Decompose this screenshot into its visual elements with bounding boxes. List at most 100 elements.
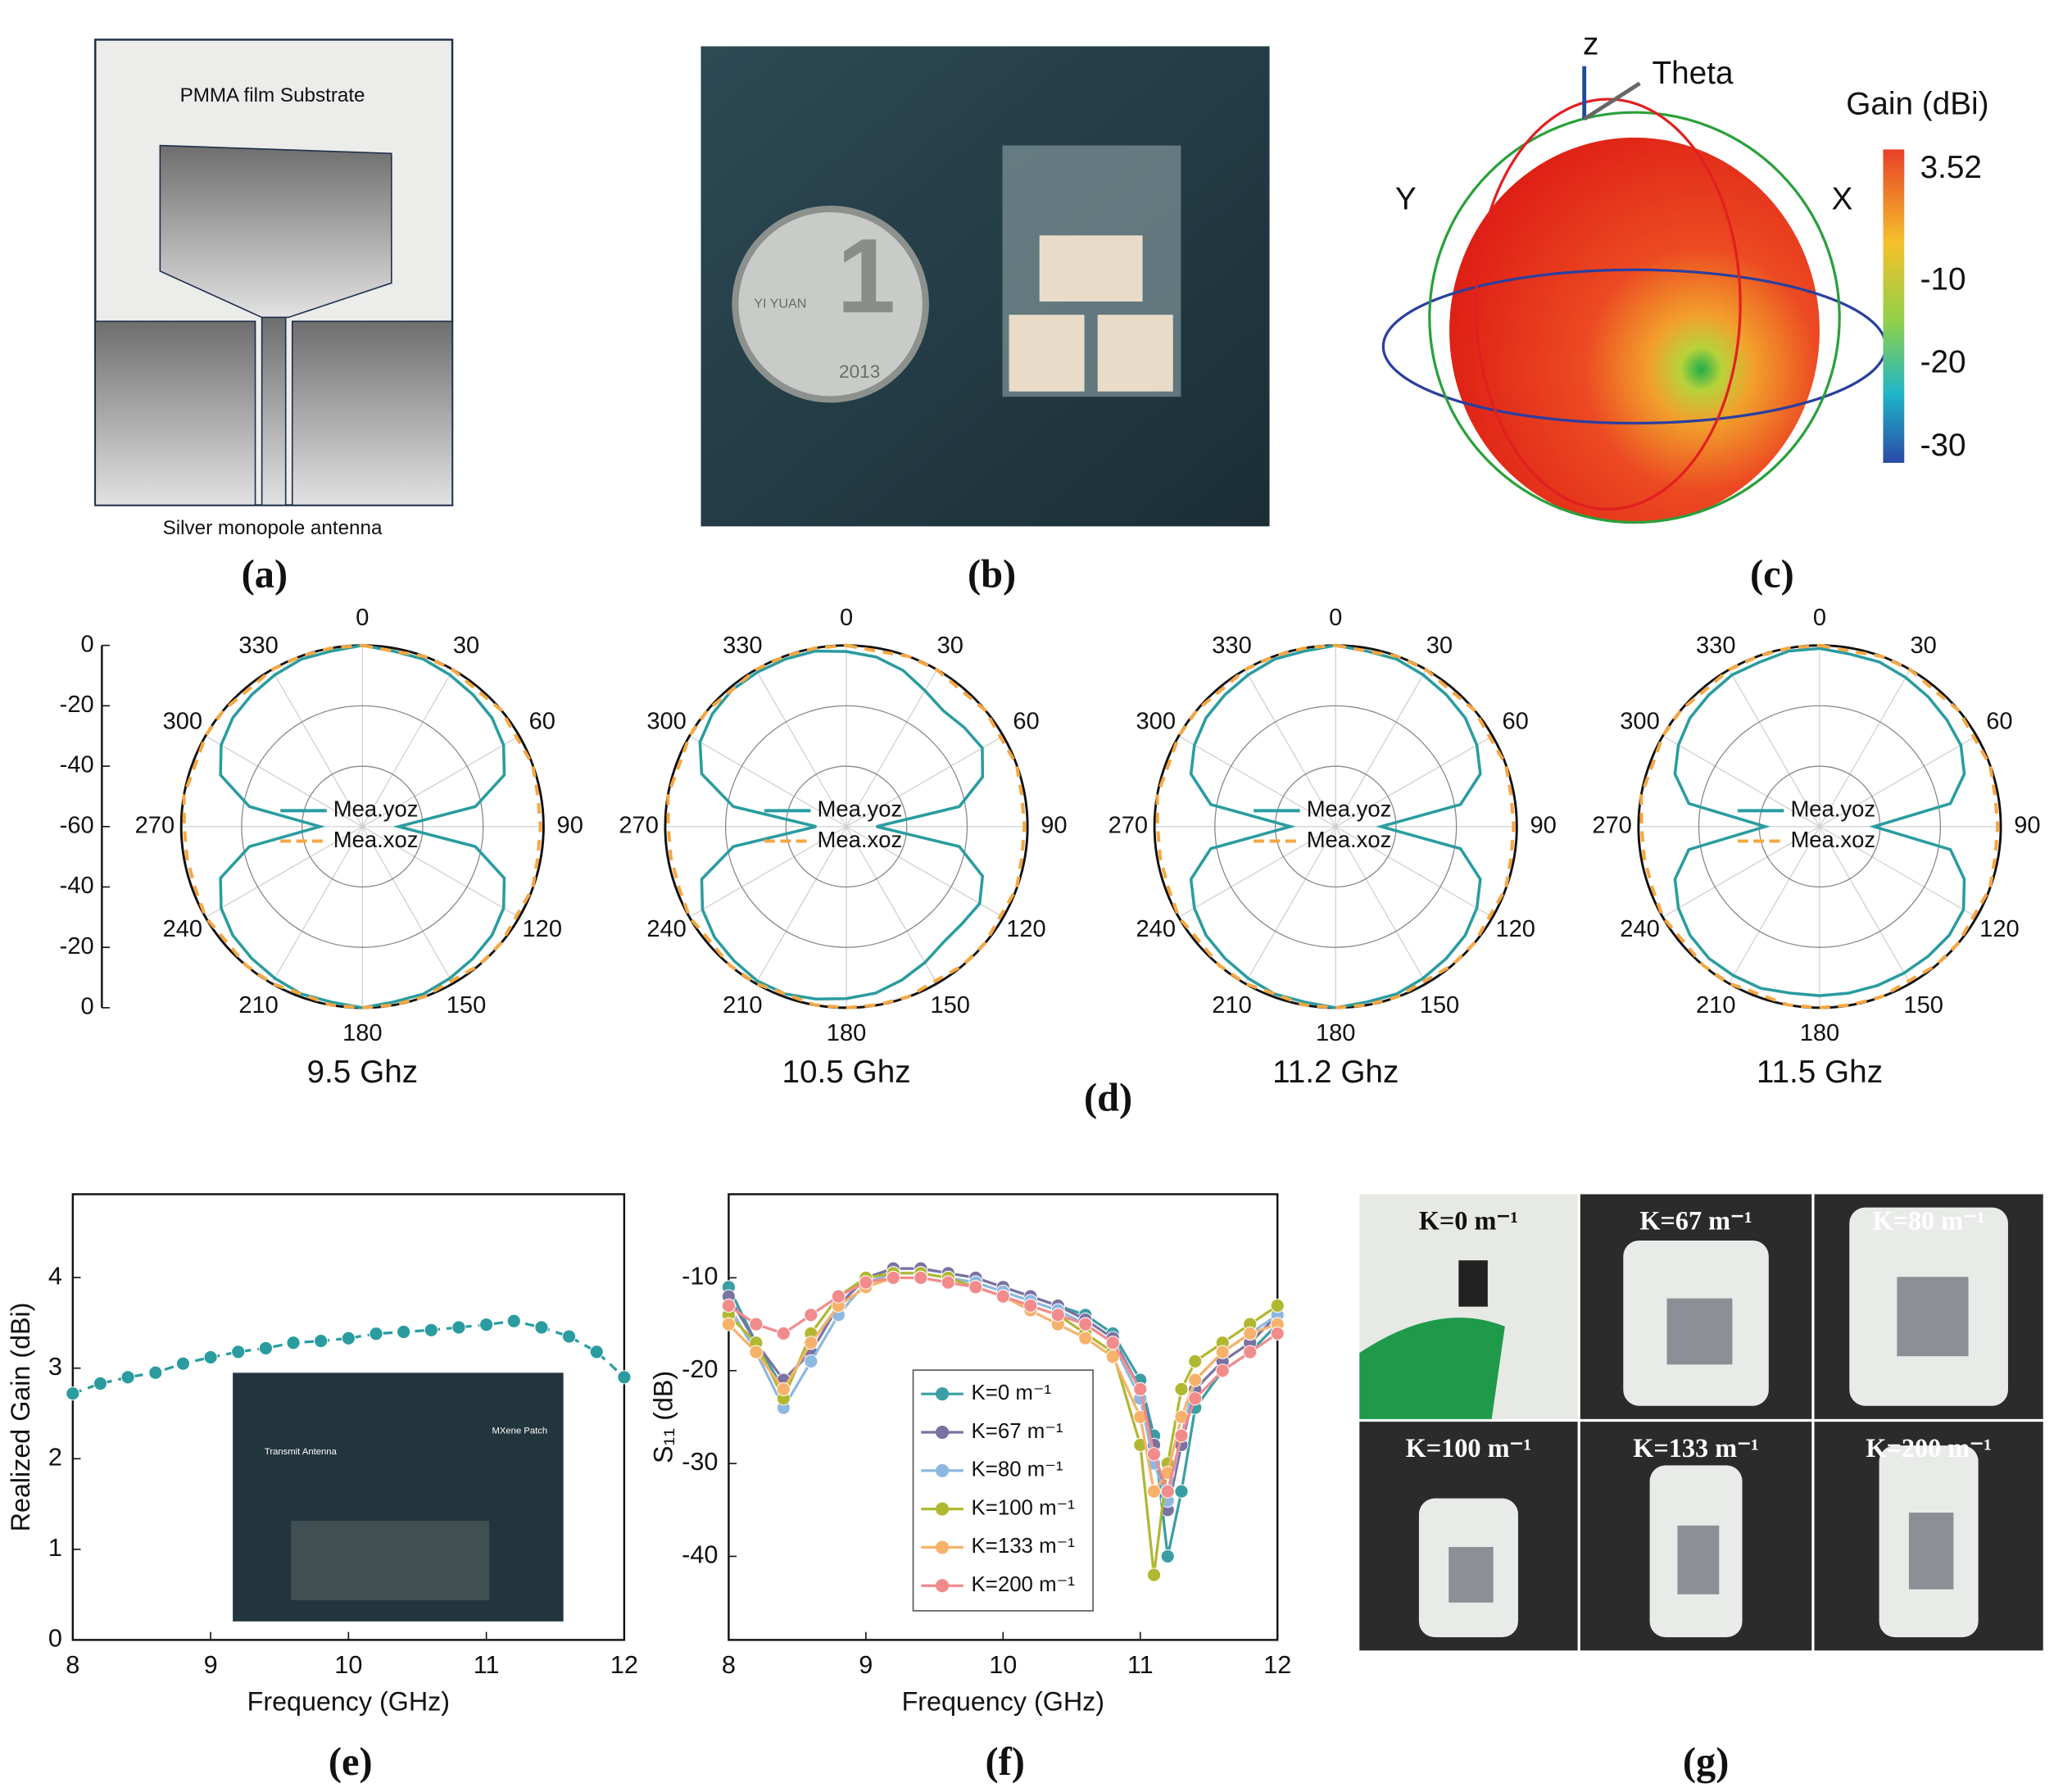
x-axis-label: Frequency (GHz)	[902, 1686, 1104, 1716]
data-point	[1188, 1354, 1203, 1368]
y-axis-label: S₁₁ (dB)	[648, 1371, 678, 1463]
antenna-sample	[1897, 1277, 1969, 1357]
ground-left	[94, 320, 256, 506]
angle-label: 300	[1136, 709, 1176, 735]
spoke	[205, 826, 363, 918]
x-tick-label: 11	[1127, 1651, 1154, 1679]
data-point	[968, 1280, 983, 1295]
data-point	[721, 1317, 736, 1332]
legend-label: K=80 m⁻¹	[972, 1459, 1063, 1481]
angle-label: 240	[646, 916, 686, 942]
data-point	[562, 1329, 577, 1344]
spoke	[361, 735, 520, 828]
legend-marker	[935, 1463, 950, 1477]
data-point	[66, 1386, 80, 1401]
photo-label: K=80 m⁻¹	[1872, 1205, 1984, 1235]
angle-label: 210	[1696, 992, 1735, 1018]
spoke	[846, 826, 1004, 918]
x-tick-label: 8	[66, 1651, 79, 1679]
data-point	[1160, 1549, 1175, 1563]
spoke	[1178, 735, 1336, 828]
x-tick-label: 10	[334, 1651, 362, 1679]
series-line	[698, 649, 985, 1001]
legend-marker	[935, 1425, 950, 1440]
angle-label: 150	[1420, 992, 1459, 1018]
y-tick-label: -40	[682, 1540, 718, 1568]
data-point	[589, 1345, 604, 1359]
angle-label: 30	[937, 633, 963, 659]
angle-label: 30	[1426, 633, 1453, 659]
spoke	[755, 826, 847, 984]
radial-grid	[785, 765, 908, 888]
data-point	[314, 1334, 329, 1349]
panel-label: (g)	[1683, 1740, 1729, 1784]
angle-label: 210	[723, 992, 762, 1018]
data-point	[1160, 1484, 1175, 1499]
data-point	[534, 1320, 549, 1335]
antenna-sample	[1666, 1298, 1733, 1365]
data-point	[1243, 1345, 1258, 1359]
radial-grid	[1274, 765, 1397, 888]
legend-marker	[935, 1502, 950, 1516]
angle-label: 210	[1212, 992, 1251, 1018]
data-point	[617, 1370, 632, 1385]
spoke	[361, 669, 454, 828]
angle-label: 300	[1620, 709, 1659, 735]
data-point	[286, 1336, 301, 1350]
angle-label: 270	[1592, 812, 1631, 838]
data-point	[1215, 1345, 1230, 1359]
spoke	[271, 826, 363, 984]
glove	[1359, 1318, 1505, 1419]
angle-label: 60	[1986, 709, 2012, 735]
inset-floor	[291, 1521, 490, 1600]
angle-label: 300	[646, 709, 686, 735]
series-line	[182, 643, 542, 1009]
x-tick-label: 12	[1263, 1651, 1291, 1679]
data-point	[749, 1317, 764, 1332]
photo-ground	[1097, 315, 1173, 392]
legend-label: K=200 m⁻¹	[972, 1573, 1076, 1596]
spoke	[1662, 826, 1820, 918]
polar-chart: 0 30 60 90 120 150 180 210 240 270 300 330 Mea.yoz Me…	[619, 605, 1067, 1090]
radial-grid	[1698, 705, 1942, 948]
y-tick-label: 4	[48, 1262, 62, 1290]
radial-axis-label: -40	[60, 752, 94, 778]
angle-label: 240	[1620, 916, 1659, 942]
photo-grid: K=0 m⁻¹ K=67 m⁻¹ K=80 m⁻¹ K=100 m⁻¹ K=133 m⁻…	[1359, 1194, 2043, 1651]
spoke	[1819, 826, 1911, 984]
data-point	[941, 1275, 955, 1290]
spoke	[689, 735, 847, 828]
angle-label: 330	[1212, 633, 1251, 659]
inset-label: Transmit Antenna	[265, 1447, 338, 1457]
y-tick-label: -10	[682, 1263, 718, 1291]
angle-label: 30	[453, 633, 479, 659]
line-chart: 8 9 10 11 12 -10 -20 -30 -40 Frequency (GHz) S₁₁ (…	[648, 1193, 1291, 1716]
angle-label: 330	[723, 633, 762, 659]
data-point	[258, 1341, 273, 1355]
spoke	[1245, 826, 1336, 984]
x-axis-label: Frequency (GHz)	[247, 1686, 450, 1716]
radial-grid	[1214, 705, 1458, 948]
angle-label: 120	[1006, 916, 1045, 942]
axis-label: X	[1831, 182, 1852, 217]
angle-label: 210	[238, 992, 278, 1018]
data-point	[93, 1376, 108, 1391]
legend-marker	[935, 1540, 950, 1554]
antenna-sample	[1449, 1547, 1494, 1603]
data-point	[1078, 1331, 1093, 1345]
data-point	[397, 1324, 411, 1340]
legend-label: Mea.yoz	[1307, 796, 1392, 822]
inset-photo: Transmit Antenna MXene Patch	[233, 1372, 564, 1622]
angle-label: 90	[557, 812, 583, 838]
axis-label: Theta	[1653, 56, 1734, 91]
angle-label: 0	[1813, 605, 1826, 631]
legend-label: Mea.xoz	[1307, 827, 1392, 852]
spoke	[689, 826, 847, 918]
legend-label: Mea.yoz	[333, 796, 419, 822]
polar-chart: 0 30 60 90 120 150 180 210 240 270 300 330 Mea.yoz Me…	[1109, 605, 1557, 1090]
colorbar-tick-label: -10	[1920, 262, 1966, 297]
angle-label: 90	[1041, 812, 1067, 838]
data-point	[1146, 1484, 1162, 1499]
